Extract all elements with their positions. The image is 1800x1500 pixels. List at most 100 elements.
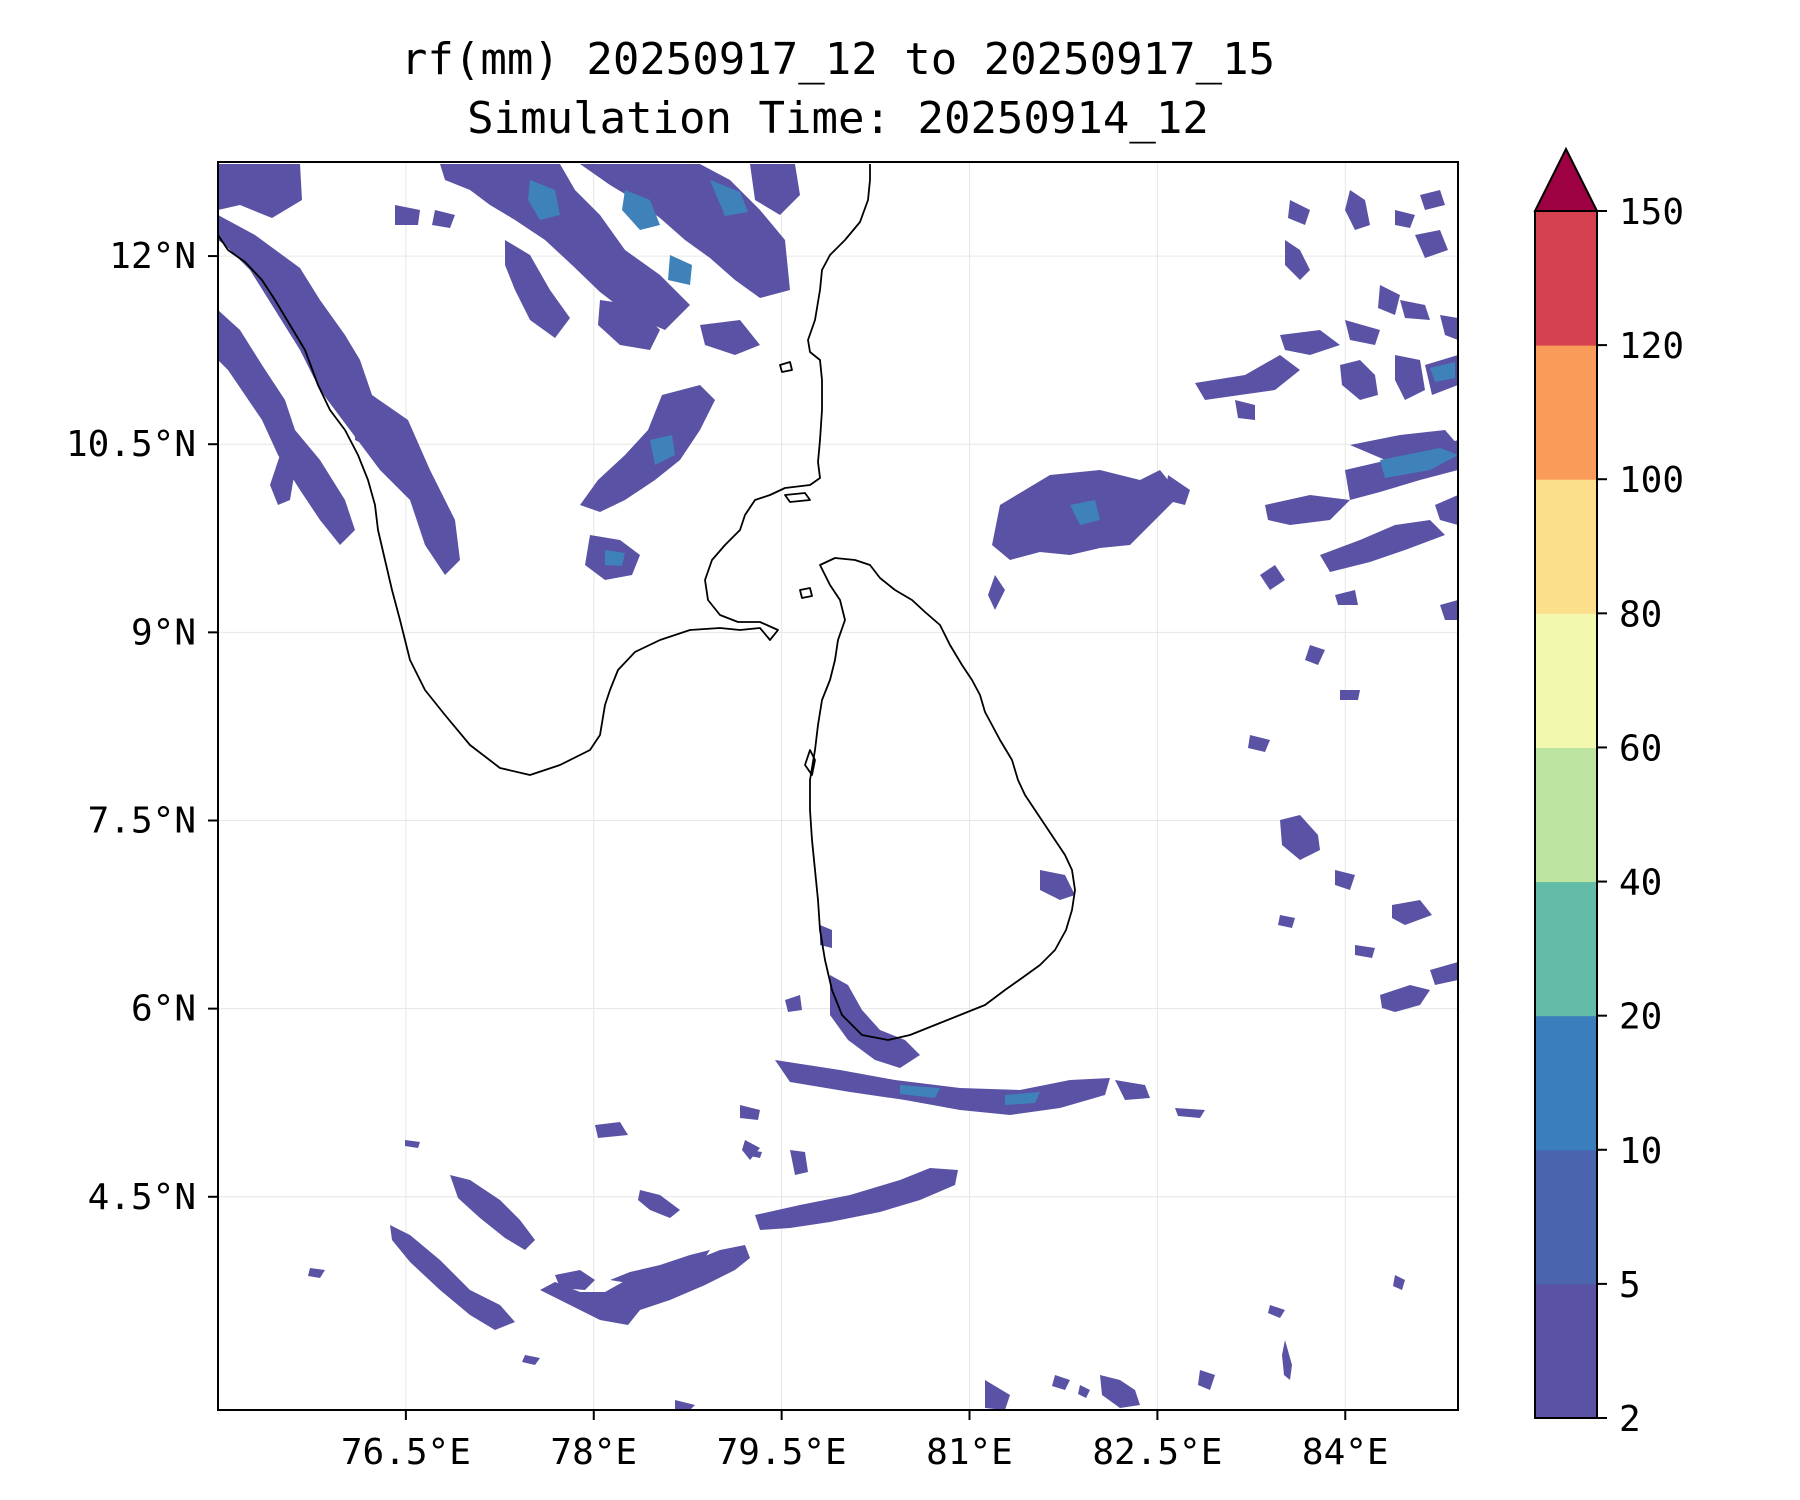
rain-patch bbox=[610, 1250, 710, 1285]
colorbar-tick-label: 150 bbox=[1619, 192, 1684, 233]
rain-patch bbox=[1345, 190, 1370, 230]
rain-patch bbox=[1265, 495, 1350, 525]
rain-patch bbox=[820, 925, 832, 948]
rain-patch bbox=[1305, 645, 1325, 665]
rain-patch bbox=[1070, 500, 1100, 525]
rain-patch bbox=[1440, 600, 1458, 620]
rain-patch bbox=[710, 180, 748, 216]
rain-patch bbox=[740, 1105, 760, 1120]
rain-patch bbox=[440, 164, 690, 330]
map-panel: 76.5°E 78°E 79.5°E 81°E 82.5°E 84°E 12°N 10.5°… bbox=[66, 161, 1459, 1473]
rain-patch bbox=[1115, 1080, 1150, 1100]
rain-patch bbox=[405, 1140, 420, 1148]
colorbar-bin bbox=[1535, 747, 1597, 883]
colorbar-bin bbox=[1535, 613, 1597, 748]
lon-tick-label: 79.5°E bbox=[717, 1432, 847, 1473]
rain-patch bbox=[1195, 355, 1300, 400]
rain-patch bbox=[308, 1268, 325, 1278]
rain-patch bbox=[790, 1150, 808, 1175]
rain-patch bbox=[1355, 945, 1375, 958]
rain-patch bbox=[1280, 815, 1320, 860]
rain-patch bbox=[668, 255, 692, 285]
rain-patch bbox=[1340, 360, 1378, 400]
rain-patch bbox=[1415, 230, 1448, 258]
lat-tick-label: 7.5°N bbox=[88, 800, 196, 841]
colorbar-tick-label: 120 bbox=[1619, 326, 1684, 367]
rain-patch bbox=[605, 550, 625, 566]
rain-patch bbox=[355, 415, 395, 450]
lat-tick-label: 6°N bbox=[131, 989, 196, 1030]
rainfall-contours bbox=[218, 164, 1458, 1410]
colorbar-tick-label: 60 bbox=[1619, 728, 1662, 769]
rain-patch bbox=[1165, 475, 1190, 505]
rain-patch bbox=[750, 1150, 762, 1158]
rain-patch bbox=[522, 1355, 540, 1365]
colorbar-extend-arrow bbox=[1533, 146, 1599, 212]
colorbar-bin bbox=[1535, 1015, 1597, 1151]
lat-tick-label: 9°N bbox=[131, 612, 196, 653]
rain-patch bbox=[1260, 565, 1285, 590]
rain-patch bbox=[1395, 210, 1415, 228]
map-frame bbox=[217, 161, 1459, 1411]
rain-patch bbox=[1040, 870, 1075, 900]
rain-patch bbox=[1380, 448, 1458, 478]
rain-patch bbox=[622, 190, 660, 230]
rain-patch bbox=[450, 1175, 535, 1250]
rain-patch bbox=[1420, 190, 1445, 210]
rain-patch bbox=[750, 164, 800, 215]
colorbar-bin bbox=[1535, 479, 1597, 614]
rain-patch bbox=[720, 330, 740, 345]
rain-patch bbox=[1280, 330, 1340, 355]
rain-patch bbox=[1005, 1092, 1040, 1105]
colorbar-bin bbox=[1535, 881, 1597, 1017]
rain-patch bbox=[1393, 1275, 1405, 1290]
colorbar-ticks: 2 5 10 20 40 60 80 100 120 150 bbox=[1597, 192, 1684, 1440]
coastline-island bbox=[799, 587, 813, 599]
colorbar-tick-label: 80 bbox=[1619, 594, 1662, 635]
rain-patch bbox=[528, 180, 560, 220]
rain-patch bbox=[675, 1400, 695, 1410]
rain-patch bbox=[218, 310, 355, 545]
rain-patch bbox=[1248, 735, 1270, 752]
rain-patch bbox=[1078, 1385, 1090, 1398]
lon-tick-label: 81°E bbox=[926, 1432, 1013, 1473]
rain-patch bbox=[1345, 320, 1380, 345]
colorbar-tick-label: 20 bbox=[1619, 997, 1662, 1038]
coastlines bbox=[218, 164, 1076, 1041]
rain-patch bbox=[650, 435, 675, 465]
rain-patch bbox=[390, 1225, 515, 1330]
rain-patch bbox=[595, 1122, 628, 1138]
latitude-ticks: 12°N 10.5°N 9°N 7.5°N 6°N 4.5°N bbox=[66, 236, 218, 1218]
map-title-line2: Simulation Time: 20250914_12 bbox=[467, 93, 1209, 144]
colorbar-bin bbox=[1535, 345, 1597, 480]
lon-tick-label: 84°E bbox=[1302, 1432, 1389, 1473]
lat-tick-label: 4.5°N bbox=[88, 1177, 196, 1218]
rain-patch bbox=[218, 164, 302, 218]
rain-patch bbox=[580, 385, 715, 512]
rain-patch bbox=[1285, 240, 1310, 280]
colorbar-tick-label: 40 bbox=[1619, 863, 1662, 904]
rain-patch bbox=[638, 1190, 680, 1218]
rain-patch bbox=[1278, 915, 1295, 928]
rain-patch bbox=[900, 1085, 940, 1098]
coastline-india bbox=[218, 164, 871, 776]
rain-patch bbox=[988, 575, 1005, 610]
rain-patch bbox=[1400, 300, 1430, 320]
colorbar-bins bbox=[1535, 211, 1597, 1419]
colorbar-bin bbox=[1535, 211, 1597, 346]
rain-patch bbox=[755, 1168, 958, 1230]
rain-patch bbox=[1430, 362, 1455, 382]
rain-patch bbox=[505, 240, 570, 338]
rain-patch bbox=[1430, 962, 1458, 985]
rain-patch bbox=[1235, 400, 1255, 420]
longitude-ticks: 76.5°E 78°E 79.5°E 81°E 82.5°E 84°E bbox=[341, 1410, 1389, 1473]
colorbar-bin bbox=[1535, 1149, 1597, 1285]
rain-patch bbox=[432, 210, 455, 228]
rain-patch bbox=[1052, 1375, 1070, 1390]
colorbar-tick-label: 100 bbox=[1619, 460, 1684, 501]
rain-patch bbox=[1395, 355, 1425, 400]
rain-patch bbox=[1392, 900, 1432, 925]
colorbar-tick-label: 2 bbox=[1619, 1399, 1641, 1440]
colorbar: 2 5 10 20 40 60 80 100 120 150 bbox=[1533, 146, 1684, 1440]
